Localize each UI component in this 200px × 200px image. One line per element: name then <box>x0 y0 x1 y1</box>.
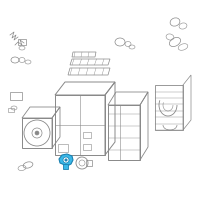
Bar <box>83 132 91 138</box>
Bar <box>86 160 92 166</box>
Bar <box>8 108 14 112</box>
Bar <box>18 39 26 45</box>
Bar <box>58 144 68 152</box>
Ellipse shape <box>35 131 39 135</box>
Ellipse shape <box>63 157 69 163</box>
Ellipse shape <box>65 159 67 161</box>
Polygon shape <box>63 164 68 169</box>
Bar <box>83 144 91 150</box>
Bar <box>10 92 22 100</box>
Polygon shape <box>59 154 73 166</box>
Bar <box>155 85 183 130</box>
